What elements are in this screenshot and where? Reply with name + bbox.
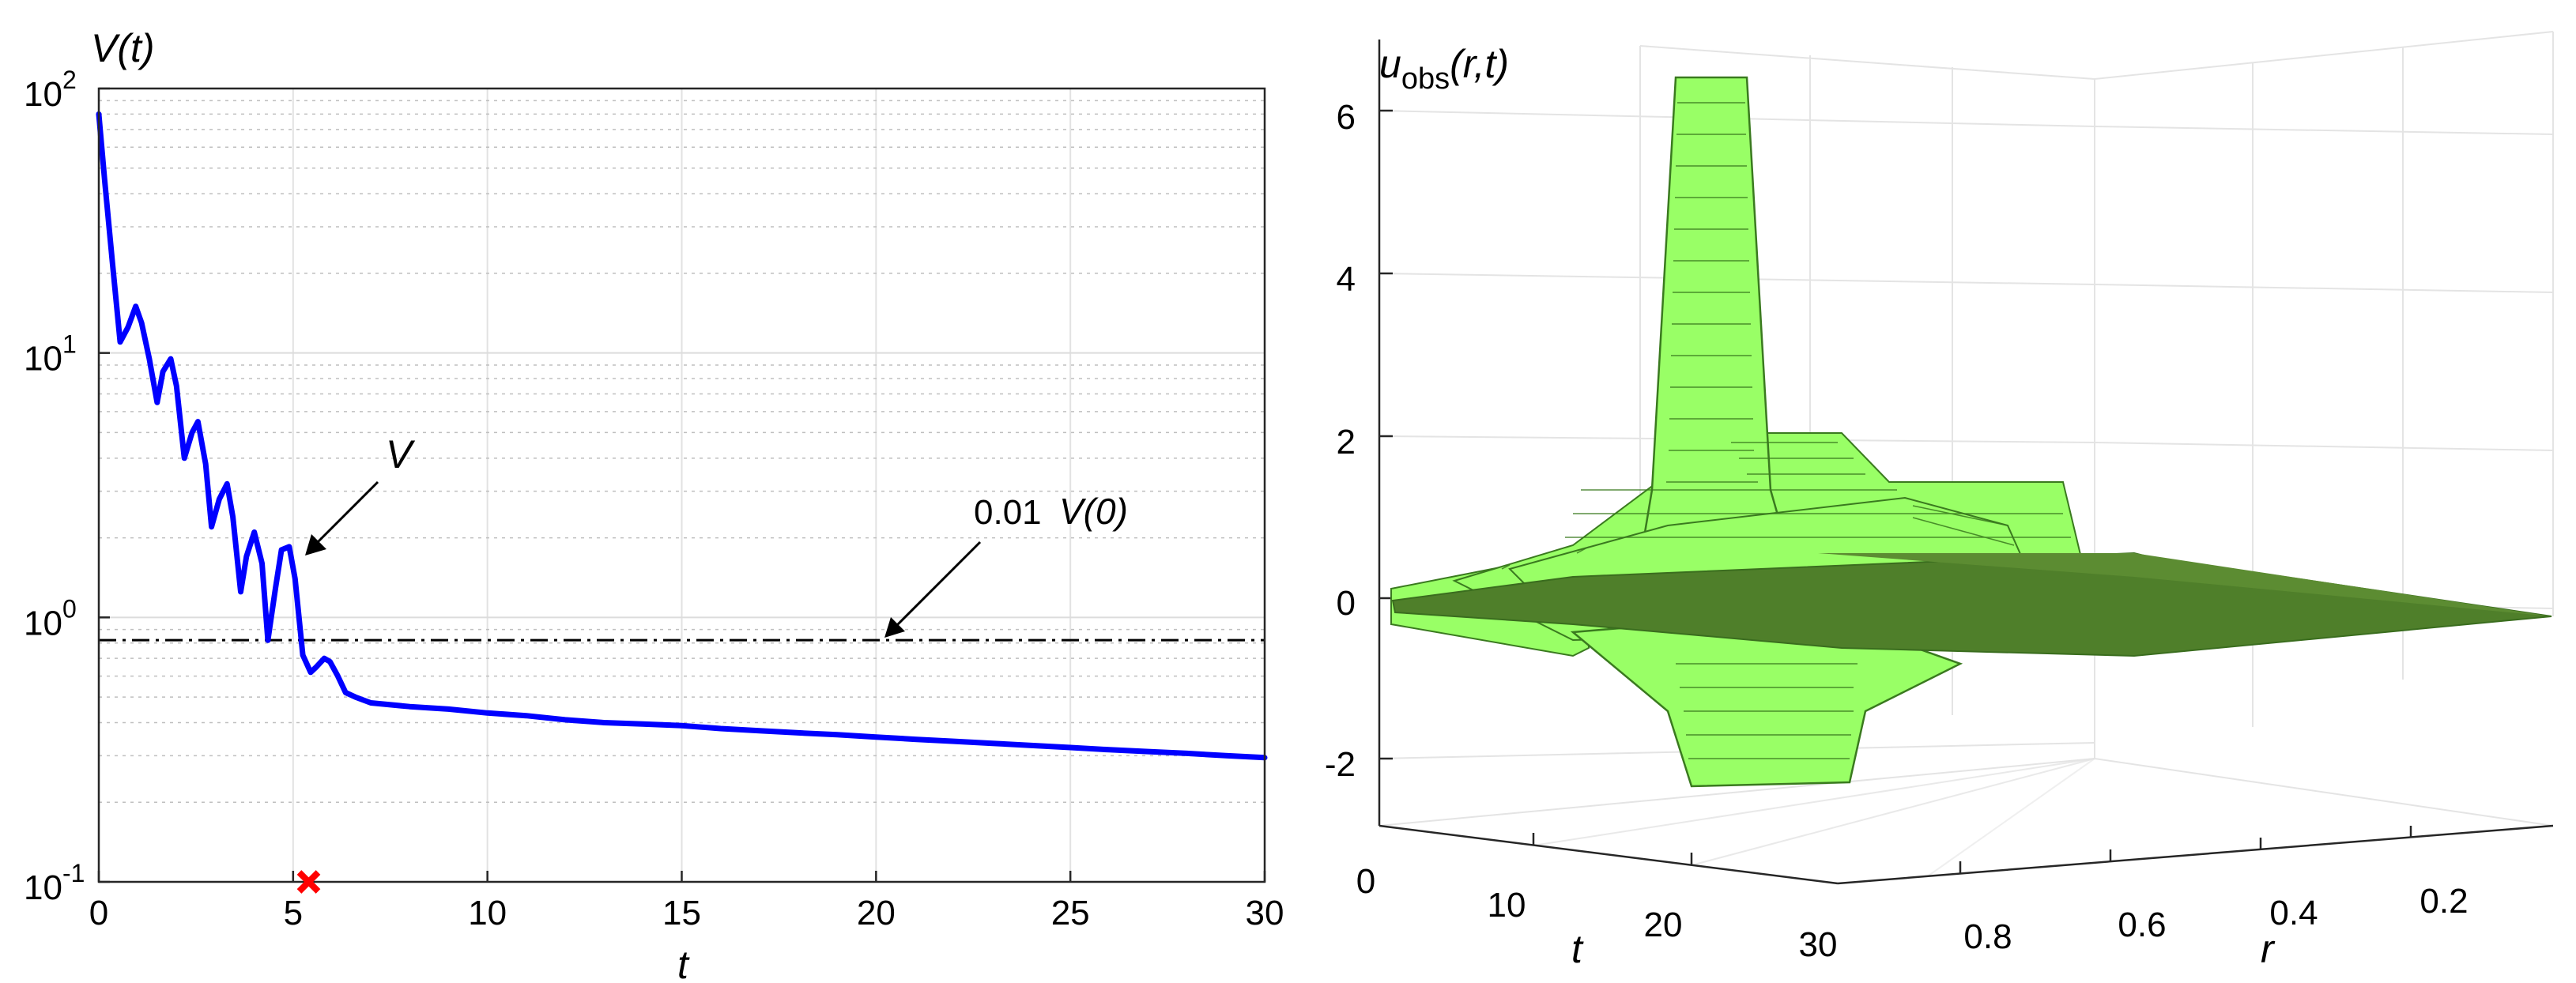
t-tick-label: 10: [1488, 886, 1526, 925]
x-tick-label: 20: [857, 894, 896, 932]
r-tick-label: 0.8: [1963, 917, 2012, 956]
y-tick-base: 10: [24, 604, 62, 642]
r-tick-label: 0.6: [2118, 906, 2166, 944]
r-tick-label: 0.2: [2419, 882, 2468, 921]
v-curve: [96, 111, 1268, 761]
y-tick-exponent: 0: [62, 594, 77, 623]
x-tick-label: 30: [1246, 894, 1284, 932]
left-x-ticks: 0 5 10 15 20 25 30: [89, 871, 1284, 932]
left-grid: [98, 89, 1265, 883]
annotation-threshold-label: V(0): [1059, 491, 1128, 532]
t-tick-label: 30: [1799, 925, 1838, 964]
x-tick-label: 25: [1051, 894, 1090, 932]
surface-plot: [1390, 76, 2552, 788]
y-tick-base: 10: [24, 340, 62, 379]
annotation-v-label: V: [386, 432, 416, 476]
annotation-threshold-number: 0.01: [974, 493, 1042, 532]
y-tick-label: 100: [24, 594, 77, 642]
right-t-ticks: 0 10 20 30: [1356, 862, 1838, 964]
left-plot-lines: [96, 111, 1268, 761]
annotation-threshold-arrow: [892, 540, 982, 630]
right-axes: [1378, 40, 2554, 885]
left-x-axis-label: t: [677, 943, 690, 983]
right-panel: 6 4 2 0 -2 0 10 20 30 0.8 0.6 0.4 0.2 uo…: [1325, 31, 2554, 971]
y-tick-label: 101: [24, 330, 77, 379]
right-t-axis-label: t: [1571, 927, 1584, 971]
right-z-axis-label: uobs(r,t): [1379, 42, 1509, 96]
x-tick-label: 5: [284, 894, 303, 932]
t-tick-label: 20: [1644, 906, 1683, 944]
annotation-v-arrowhead: [305, 534, 326, 556]
surface-flat-highlight: [1818, 553, 2551, 616]
surface-main-peak: [1643, 76, 1788, 571]
z-tick-label: -2: [1325, 745, 1356, 784]
left-y-axis-label: V(t): [91, 26, 155, 70]
right-r-ticks: 0.8 0.6 0.4 0.2: [1963, 882, 2468, 956]
surface-mesh-lines: [1501, 102, 2071, 759]
stop-marker-stroke: [296, 870, 321, 894]
x-tick-label: 15: [662, 894, 701, 932]
x-tick-label: 10: [468, 894, 507, 932]
x-tick-label: 0: [89, 894, 108, 932]
right-z-ticks: 6 4 2 0 -2: [1325, 98, 1356, 784]
z-tick-label: 6: [1337, 98, 1356, 137]
z-tick-label: 4: [1337, 260, 1356, 299]
y-tick-base: 10: [24, 868, 62, 907]
y-tick-exponent: 1: [62, 330, 77, 359]
annotation-v: V: [305, 432, 416, 556]
right-box-grid: [1379, 31, 2554, 876]
right-r-axis-label: r: [2261, 927, 2276, 971]
annotation-threshold-arrowhead: [884, 617, 905, 638]
t-tick-label: 0: [1356, 862, 1375, 901]
y-tick-label: 102: [24, 66, 77, 114]
z-tick-label: 2: [1337, 423, 1356, 461]
z-tick-label: 0: [1337, 584, 1356, 623]
stop-marker: [296, 870, 321, 894]
y-tick-exponent: 2: [62, 66, 77, 94]
annotation-threshold: 0.01 V(0): [884, 491, 1128, 638]
annotation-v-arrow: [313, 480, 379, 547]
y-tick-base: 10: [24, 75, 62, 114]
y-tick-label: 10-1: [24, 859, 85, 907]
y-tick-exponent: -1: [62, 859, 85, 887]
r-tick-label: 0.4: [2269, 894, 2318, 932]
